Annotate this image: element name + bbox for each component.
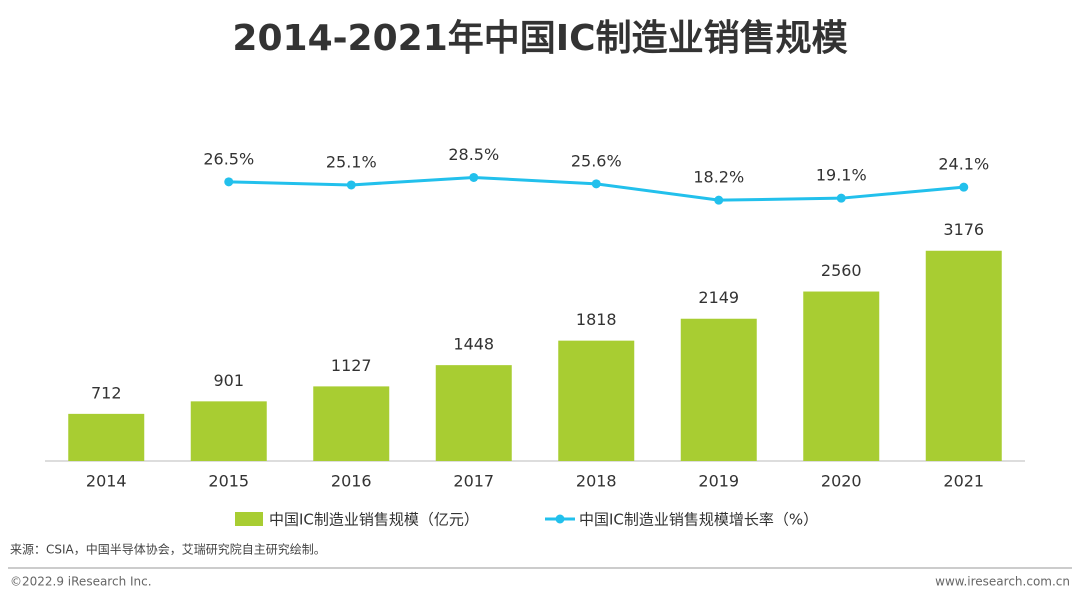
x-tick-label: 2017 — [453, 472, 494, 491]
x-tick-label: 2015 — [208, 472, 249, 491]
line-marker — [959, 182, 969, 192]
data-label: 712 — [91, 383, 122, 402]
bar — [190, 401, 267, 461]
legend-label: 中国IC制造业销售规模增长率（%） — [579, 511, 818, 529]
bar — [435, 365, 512, 461]
legend-swatch — [555, 514, 565, 524]
bar — [68, 413, 145, 461]
x-tick-label: 2019 — [698, 472, 739, 491]
legend-label: 中国IC制造业销售规模（亿元） — [269, 511, 479, 529]
chart-title: 2014-2021年中国IC制造业销售规模 — [232, 18, 847, 59]
data-label: 1127 — [331, 356, 372, 375]
source: 来源：CSIA，中国半导体协会，艾瑞研究院自主研究绘制。 — [10, 542, 326, 557]
data-label: 19.1% — [816, 166, 867, 185]
line-marker — [224, 177, 234, 187]
data-label: 18.2% — [693, 168, 744, 187]
data-label: 25.1% — [326, 152, 377, 171]
line-marker — [836, 193, 846, 203]
data-label: 24.1% — [938, 155, 989, 174]
bar — [803, 291, 880, 461]
data-label: 2149 — [698, 288, 739, 307]
data-label: 1818 — [576, 310, 617, 329]
bar — [925, 250, 1002, 461]
copyright: ©2022.9 iResearch Inc. — [10, 575, 152, 589]
website: www.iresearch.com.cn — [935, 575, 1070, 589]
bar — [680, 318, 757, 461]
data-label: 2560 — [821, 261, 862, 280]
data-label: 1448 — [453, 335, 494, 354]
data-label: 28.5% — [448, 145, 499, 164]
line-marker — [346, 180, 356, 190]
line-marker — [591, 179, 601, 189]
bar — [313, 386, 390, 461]
data-label: 901 — [213, 371, 244, 390]
line-marker — [714, 195, 724, 205]
legend-swatch — [235, 512, 263, 526]
data-label: 26.5% — [203, 149, 254, 168]
bar — [558, 340, 635, 461]
line-marker — [469, 172, 479, 182]
data-label: 3176 — [943, 220, 984, 239]
x-tick-label: 2014 — [86, 472, 127, 491]
data-label: 25.6% — [571, 151, 622, 170]
x-tick-label: 2018 — [576, 472, 617, 491]
x-tick-label: 2021 — [943, 472, 984, 491]
x-tick-label: 2020 — [821, 472, 862, 491]
x-tick-label: 2016 — [331, 472, 372, 491]
